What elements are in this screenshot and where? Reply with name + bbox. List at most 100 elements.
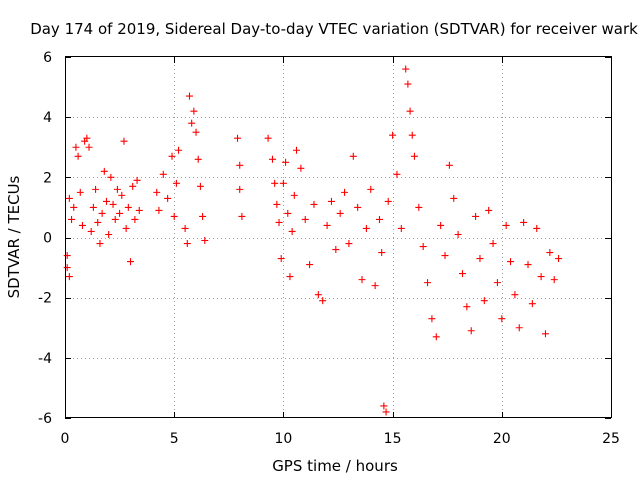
data-point bbox=[286, 273, 294, 281]
data-point bbox=[131, 215, 139, 223]
data-point bbox=[428, 315, 436, 323]
data-point bbox=[98, 209, 106, 217]
data-point bbox=[306, 261, 314, 269]
x-tick-label: 25 bbox=[602, 431, 620, 447]
data-point bbox=[323, 221, 331, 229]
data-point bbox=[533, 224, 541, 232]
data-point bbox=[102, 197, 110, 205]
data-point bbox=[371, 282, 379, 290]
data-point bbox=[172, 179, 180, 187]
data-point bbox=[498, 315, 506, 323]
data-point bbox=[83, 134, 91, 142]
data-point bbox=[415, 203, 423, 211]
data-point bbox=[389, 131, 397, 139]
data-point bbox=[185, 92, 193, 100]
data-point bbox=[480, 297, 488, 305]
data-point bbox=[273, 200, 281, 208]
data-point bbox=[341, 188, 349, 196]
data-point bbox=[528, 300, 536, 308]
data-point bbox=[192, 128, 200, 136]
data-point bbox=[78, 221, 86, 229]
data-point bbox=[410, 152, 418, 160]
data-point bbox=[68, 215, 76, 223]
x-tick-label: 5 bbox=[170, 431, 179, 447]
data-point bbox=[129, 182, 137, 190]
data-point bbox=[520, 218, 528, 226]
data-point bbox=[111, 215, 119, 223]
data-point bbox=[454, 230, 462, 238]
data-point bbox=[188, 119, 196, 127]
chart-title: Day 174 of 2019, Sidereal Day-to-day VTE… bbox=[30, 20, 638, 38]
y-tick-label: -2 bbox=[38, 291, 52, 307]
data-point bbox=[555, 255, 563, 263]
x-tick-label: 15 bbox=[384, 431, 402, 447]
data-point bbox=[332, 246, 340, 254]
y-tick-label: 6 bbox=[43, 50, 52, 66]
data-point bbox=[170, 212, 178, 220]
data-point bbox=[127, 258, 135, 266]
data-point bbox=[74, 152, 82, 160]
x-tick-label: 0 bbox=[61, 431, 70, 447]
data-point bbox=[404, 80, 412, 88]
data-point bbox=[168, 152, 176, 160]
y-tick-label: 0 bbox=[43, 231, 52, 247]
data-point bbox=[194, 155, 202, 163]
data-point bbox=[107, 173, 115, 181]
y-tick-label: -4 bbox=[38, 351, 52, 367]
data-point bbox=[124, 203, 132, 211]
data-point bbox=[493, 279, 501, 287]
data-point bbox=[85, 143, 93, 151]
data-point bbox=[472, 212, 480, 220]
data-point bbox=[450, 194, 458, 202]
data-point bbox=[437, 221, 445, 229]
data-point bbox=[382, 408, 390, 416]
y-tick-label: -6 bbox=[38, 411, 52, 427]
data-point bbox=[87, 227, 95, 235]
y-tick-labels: -6 -4 -2 0 2 4 6 bbox=[38, 50, 52, 427]
data-point bbox=[159, 170, 167, 178]
data-point bbox=[236, 185, 244, 193]
data-point bbox=[301, 215, 309, 223]
data-point bbox=[441, 252, 449, 260]
data-point bbox=[155, 206, 163, 214]
data-point bbox=[94, 218, 102, 226]
data-point bbox=[485, 206, 493, 214]
data-point bbox=[406, 107, 414, 115]
data-point bbox=[476, 255, 484, 263]
data-point bbox=[275, 218, 283, 226]
data-point bbox=[268, 155, 276, 163]
data-point bbox=[288, 227, 296, 235]
series-hour-4-6 bbox=[153, 92, 209, 248]
y-tick-label: 2 bbox=[43, 170, 52, 186]
data-point bbox=[290, 191, 298, 199]
data-point bbox=[135, 206, 143, 214]
data-point bbox=[284, 209, 292, 217]
data-point bbox=[109, 200, 117, 208]
data-point bbox=[122, 224, 130, 232]
data-point bbox=[419, 243, 427, 251]
data-point bbox=[236, 161, 244, 169]
data-point bbox=[175, 146, 183, 154]
data-point bbox=[201, 237, 209, 245]
data-point bbox=[116, 209, 124, 217]
data-point bbox=[183, 240, 191, 248]
data-point bbox=[367, 185, 375, 193]
data-point bbox=[507, 258, 515, 266]
data-point bbox=[349, 152, 357, 160]
data-point bbox=[463, 303, 471, 311]
series-hour-14-16 bbox=[371, 65, 440, 416]
data-point bbox=[336, 209, 344, 217]
data-point bbox=[63, 264, 71, 272]
data-point bbox=[384, 197, 392, 205]
data-point bbox=[65, 194, 73, 202]
x-tick-label: 20 bbox=[493, 431, 511, 447]
data-point bbox=[277, 255, 285, 263]
data-point bbox=[238, 212, 246, 220]
grid-lines bbox=[65, 57, 611, 418]
data-point bbox=[133, 176, 141, 184]
data-point bbox=[467, 327, 475, 335]
data-point bbox=[393, 170, 401, 178]
data-point bbox=[234, 134, 242, 142]
x-tick-labels: 0 5 10 15 20 25 bbox=[61, 431, 620, 447]
